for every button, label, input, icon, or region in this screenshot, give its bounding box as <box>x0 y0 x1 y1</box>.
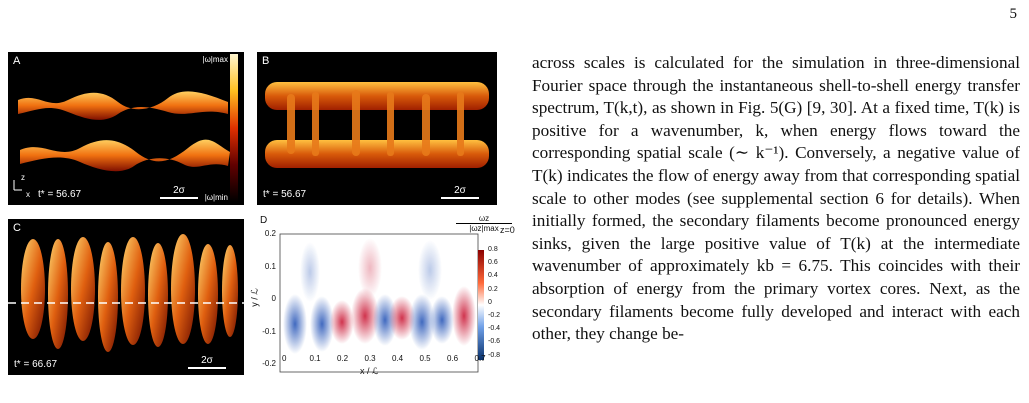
x-tick-label: 0.5 <box>419 354 431 363</box>
cbar-tick-label: 0 <box>488 298 492 306</box>
cbar-min-label: |ω|min <box>204 193 228 202</box>
panel-label-d: D <box>260 215 268 226</box>
cbar-tick-label: 0.2 <box>488 285 498 293</box>
x-tick-label: 0 <box>282 354 287 363</box>
y-tick-label: 0.2 <box>264 229 276 238</box>
cbar-title-denominator: |ωz|max <box>456 223 512 233</box>
x-tick-label: 0.2 <box>337 354 349 363</box>
x-tick-label: 0.1 <box>309 354 321 363</box>
vortex-render-a <box>13 91 230 191</box>
colorbar-a <box>230 54 238 202</box>
panel-label-a: A <box>13 55 21 67</box>
scale-bar-a: 2σ <box>160 185 198 199</box>
x-axis-label: x / ℒ <box>360 366 379 376</box>
cbar-tick-label: 0.4 <box>488 272 498 280</box>
y-tick-label: 0 <box>271 294 276 303</box>
vortex-render-c <box>8 234 244 352</box>
figure-panel-b: B t* = 56.67 2σ <box>257 52 497 205</box>
time-label-a: t* = 56.67 <box>38 189 82 200</box>
cbar-title-numerator: ωz <box>478 214 490 223</box>
panel-label-b: B <box>262 55 270 67</box>
cbar-max-label: |ω|max <box>202 55 228 64</box>
body-text: across scales is calculated for the simu… <box>532 52 1020 346</box>
y-tick-label: 0.1 <box>264 261 276 271</box>
panel-label-c: C <box>13 222 21 234</box>
x-tick-label: 0.6 <box>447 354 459 363</box>
cbar-tick-label: -0.6 <box>488 338 501 346</box>
time-label-b: t* = 56.67 <box>263 189 307 200</box>
cbar-z-label: z=0 <box>500 225 515 235</box>
x-tick-label: 0.4 <box>392 354 404 363</box>
figure-panel-c: C t* = 66.67 2σ <box>8 219 244 375</box>
y-tick-label: -0.2 <box>262 359 276 368</box>
cbar-tick-label: -0.4 <box>488 325 501 333</box>
axis-z-label: z <box>21 173 25 182</box>
cbar-tick-label: -0.8 <box>488 351 501 359</box>
cbar-tick-label: 0.6 <box>488 259 498 267</box>
x-tick-label: 0.7 <box>474 354 486 363</box>
cbar-title: ωz |ωz|max <box>456 214 512 233</box>
y-tick-label: -0.1 <box>262 326 276 336</box>
vorticity-plot <box>279 233 484 373</box>
cbar-tick-label: 0.8 <box>488 246 498 253</box>
cbar-tick-label: -0.2 <box>488 312 501 319</box>
page-number: 5 <box>1009 6 1018 22</box>
vortex-render-b <box>265 82 489 168</box>
body-paragraph: across scales is calculated for the simu… <box>532 53 1020 344</box>
figure-panel-a: A t* = 56.67 z x 2σ |ω|max |ω|min <box>8 52 244 205</box>
x-tick-label: 0.3 <box>364 354 376 363</box>
y-axis-label: y / ℒ <box>249 288 260 307</box>
axis-x-label: x <box>26 190 30 199</box>
time-label-c: t* = 66.67 <box>14 359 58 370</box>
figure-panel-d: D ωz |ωz|max z=0 0.8 0.6 0. <box>250 212 520 384</box>
scale-bar-c: 2σ <box>188 355 226 369</box>
scale-bar-b: 2σ <box>441 185 479 199</box>
